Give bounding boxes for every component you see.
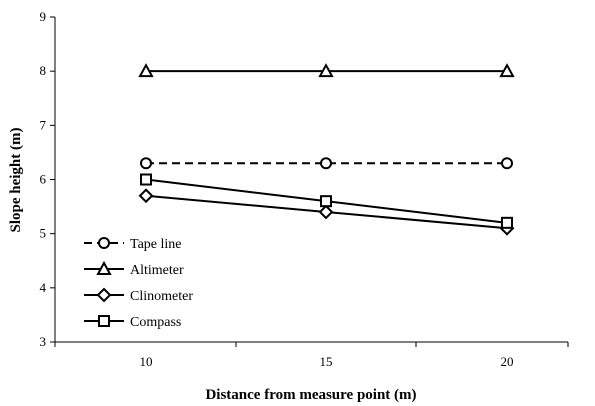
legend-label: Tape line bbox=[130, 237, 182, 252]
legend: Tape line Altimeter Clinometer Compass bbox=[84, 237, 193, 330]
y-tick-label: 4 bbox=[40, 280, 47, 295]
legend-label: Clinometer bbox=[130, 289, 193, 304]
y-tick-label: 9 bbox=[40, 9, 47, 24]
legend-marker bbox=[98, 315, 110, 327]
y-tick-label: 8 bbox=[40, 63, 47, 78]
x-tick-label: 15 bbox=[320, 354, 333, 369]
data-point bbox=[499, 63, 515, 78]
x-axis-title: Distance from measure point (m) bbox=[205, 387, 416, 403]
legend-label: Compass bbox=[130, 315, 181, 330]
x-tick-label: 10 bbox=[140, 354, 153, 369]
legend-marker bbox=[96, 260, 112, 275]
data-point bbox=[318, 63, 334, 78]
series-triangle bbox=[138, 63, 515, 78]
legend-item: Tape line bbox=[84, 237, 182, 252]
data-point bbox=[140, 173, 152, 186]
x-tick-label: 20 bbox=[501, 354, 514, 369]
y-tick-label: 5 bbox=[40, 226, 47, 241]
data-point bbox=[320, 195, 332, 208]
y-tick-label: 7 bbox=[40, 117, 47, 132]
legend-item: Compass bbox=[84, 315, 181, 330]
data-point bbox=[501, 216, 513, 229]
data-point bbox=[318, 204, 334, 220]
series-circle bbox=[140, 157, 513, 170]
legend-item: Altimeter bbox=[84, 260, 184, 278]
data-point bbox=[320, 157, 332, 170]
legend-label: Altimeter bbox=[130, 263, 184, 278]
x-ticks: 10 15 20 bbox=[54, 342, 569, 369]
data-point bbox=[140, 157, 152, 170]
y-tick-label: 6 bbox=[40, 172, 47, 187]
y-tick-label: 3 bbox=[40, 334, 47, 349]
data-point bbox=[138, 63, 154, 78]
y-axis-title: Slope height (m) bbox=[8, 127, 24, 232]
legend-marker bbox=[96, 287, 112, 303]
data-point bbox=[138, 188, 154, 204]
legend-item: Clinometer bbox=[84, 287, 193, 304]
series-square bbox=[140, 173, 513, 229]
data-point bbox=[501, 157, 513, 170]
y-ticks: 3 4 5 6 7 8 9 bbox=[40, 9, 55, 349]
legend-marker bbox=[98, 237, 110, 249]
series-layer bbox=[138, 63, 515, 236]
